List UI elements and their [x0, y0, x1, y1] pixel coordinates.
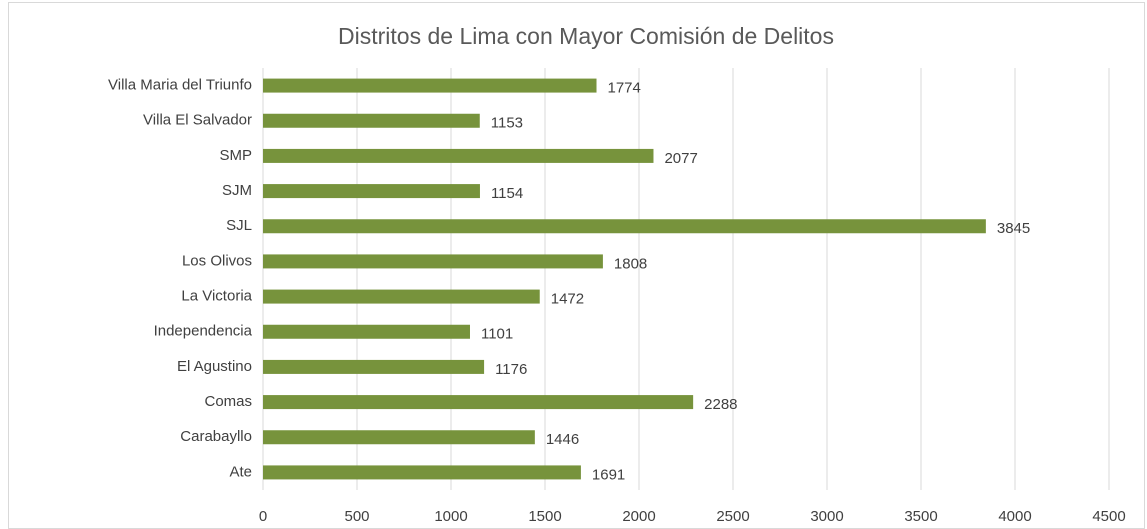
x-tick-label: 1000 [434, 508, 467, 525]
x-tick-label: 4500 [1092, 508, 1125, 525]
data-label: 1691 [592, 466, 625, 483]
bar [263, 289, 540, 304]
y-tick-label: SJL [226, 217, 252, 234]
bar [263, 254, 603, 269]
x-tick-label: 1500 [528, 508, 561, 525]
data-label: 1153 [491, 115, 523, 132]
y-tick-label: SJM [222, 182, 252, 199]
data-label: 1154 [491, 185, 523, 202]
data-label: 1808 [614, 255, 647, 272]
y-tick-label: Carabayllo [180, 428, 252, 445]
x-tick-label: 4000 [998, 508, 1031, 525]
x-tick-label: 500 [344, 508, 369, 525]
bar [263, 219, 986, 234]
data-label: 2288 [704, 396, 737, 413]
bar [263, 359, 485, 374]
bar [263, 184, 480, 199]
y-tick-label: El Agustino [177, 358, 252, 375]
bar [263, 395, 694, 410]
y-tick-label: La Victoria [181, 288, 252, 305]
data-label: 1101 [481, 326, 513, 343]
x-tick-label: 2000 [622, 508, 655, 525]
data-label: 1446 [546, 431, 579, 448]
bar [263, 465, 581, 480]
bar [263, 324, 470, 339]
x-tick-label: 0 [259, 508, 267, 525]
bar [263, 148, 654, 163]
chart-title: Distritos de Lima con Mayor Comisión de … [338, 23, 834, 49]
data-label: 3845 [997, 220, 1030, 237]
y-tick-label: Ate [229, 463, 252, 480]
y-tick-label: Independencia [154, 323, 253, 340]
x-tick-label: 3500 [904, 508, 937, 525]
x-tick-label: 2500 [716, 508, 749, 525]
y-tick-label: Los Olivos [182, 252, 252, 269]
bar [263, 113, 480, 128]
data-label: 1176 [495, 361, 527, 378]
data-label: 2077 [664, 150, 697, 167]
bar [263, 430, 535, 445]
y-tick-label: Comas [204, 393, 252, 410]
y-tick-label: Villa El Salvador [143, 112, 252, 129]
x-tick-label: 3000 [810, 508, 843, 525]
data-label: 1774 [608, 80, 641, 97]
bar [263, 78, 597, 93]
y-tick-label: SMP [219, 147, 252, 164]
data-label: 1472 [551, 291, 584, 308]
y-tick-label: Villa Maria del Triunfo [108, 77, 252, 94]
